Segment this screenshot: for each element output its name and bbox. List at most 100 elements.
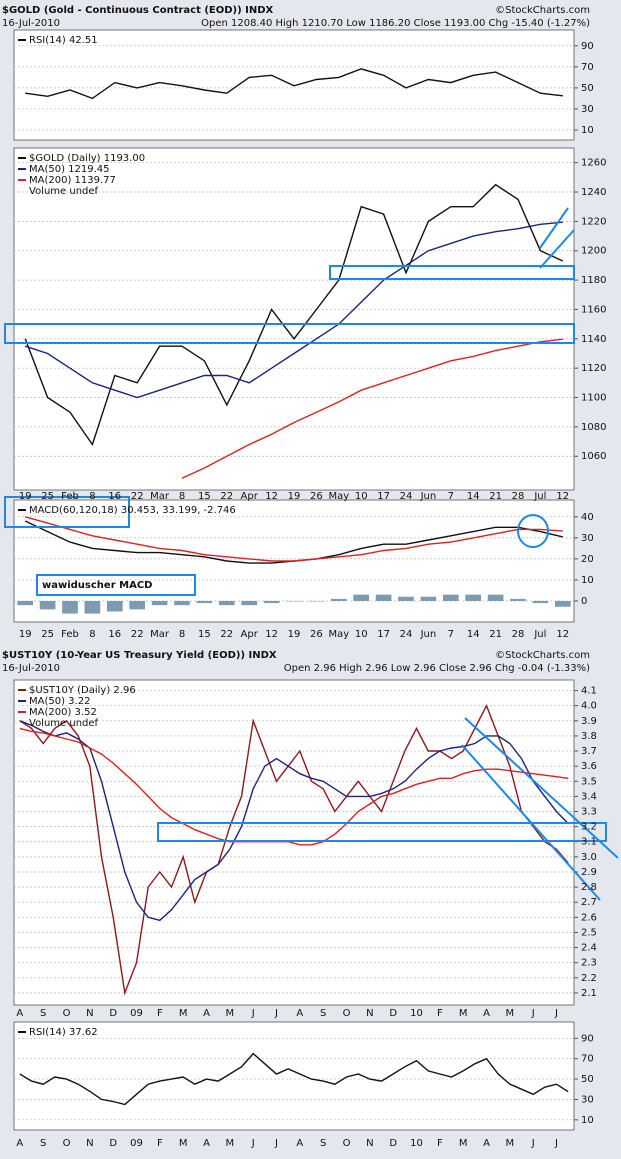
x-tick-label: 15 — [198, 629, 211, 640]
x-tick-label: N — [366, 1008, 373, 1019]
x-tick-label: 09 — [130, 1138, 143, 1149]
x-tick-label: A — [483, 1008, 490, 1019]
x-tick-label: O — [343, 1008, 351, 1019]
highlight-circle — [517, 514, 549, 548]
x-tick-label: M — [506, 1138, 515, 1149]
x-tick-label: 12 — [265, 629, 278, 640]
x-tick-label: 28 — [512, 491, 525, 502]
x-tick-label: 12 — [556, 491, 569, 502]
x-tick-label: May — [328, 491, 349, 502]
y-tick-label: 1180 — [581, 275, 606, 286]
x-tick-label: 28 — [512, 629, 525, 640]
series-line — [19, 720, 569, 922]
series-line — [25, 68, 563, 100]
x-tick-label: O — [63, 1138, 71, 1149]
y-tick-label: 20 — [581, 554, 594, 565]
x-tick-label: May — [328, 629, 349, 640]
panel — [13, 29, 575, 141]
legend-label: $GOLD (Daily) 1193.00 — [29, 153, 145, 164]
x-tick-label: 10 — [410, 1008, 423, 1019]
x-tick-label: A — [203, 1008, 210, 1019]
chart-quote: Open 1208.40 High 1210.70 Low 1186.20 Cl… — [201, 18, 590, 29]
highlight-box — [4, 496, 130, 528]
chart-quote: Open 2.96 High 2.96 Low 2.96 Close 2.96 … — [284, 663, 590, 674]
x-tick-label: Jul — [533, 629, 546, 640]
histogram-bar — [84, 600, 101, 614]
y-tick-label: 40 — [581, 512, 594, 523]
y-tick-label: 2.5 — [581, 927, 597, 938]
histogram-bar — [286, 600, 302, 602]
y-tick-label: 10 — [581, 575, 594, 586]
panel-title: RSI(14) 37.62 — [29, 1027, 98, 1038]
x-tick-label: 16 — [108, 491, 121, 502]
x-tick-label: 22 — [131, 491, 144, 502]
y-tick-label: 1080 — [581, 422, 606, 433]
x-tick-label: N — [86, 1138, 93, 1149]
y-tick-label: 1260 — [581, 158, 606, 169]
x-tick-label: Apr — [241, 629, 259, 640]
y-tick-label: 4.1 — [581, 686, 597, 697]
x-tick-label: Mar — [150, 629, 170, 640]
x-tick-label: 19 — [288, 491, 301, 502]
y-tick-label: 50 — [581, 1074, 594, 1085]
y-tick-label: 1120 — [581, 363, 606, 374]
x-tick-label: 21 — [489, 491, 502, 502]
x-tick-label: 19 — [19, 629, 32, 640]
histogram-bar — [39, 600, 56, 610]
x-tick-label: Jun — [420, 491, 437, 502]
x-tick-label: S — [320, 1138, 326, 1149]
x-tick-label: M — [459, 1008, 468, 1019]
x-tick-label: 26 — [310, 491, 323, 502]
x-tick-label: 22 — [220, 491, 233, 502]
histogram-bar — [218, 600, 235, 606]
x-tick-label: J — [274, 1138, 278, 1149]
y-tick-label: 3.1 — [581, 837, 597, 848]
x-tick-label: D — [389, 1138, 397, 1149]
support-box — [329, 265, 575, 280]
x-tick-label: J — [554, 1008, 558, 1019]
y-tick-label: 1220 — [581, 216, 606, 227]
x-tick-label: S — [40, 1008, 46, 1019]
y-tick-label: 2.7 — [581, 897, 597, 908]
y-tick-label: 3.4 — [581, 791, 597, 802]
annotation-box — [36, 574, 196, 596]
series-line — [19, 727, 569, 846]
x-tick-label: 8 — [179, 629, 185, 640]
x-tick-label: Feb — [61, 629, 79, 640]
x-tick-label: D — [389, 1008, 397, 1019]
x-tick-label: Jul — [533, 491, 546, 502]
x-tick-label: O — [63, 1008, 71, 1019]
y-tick-label: 2.3 — [581, 958, 597, 969]
x-tick-label: A — [296, 1138, 303, 1149]
chart-date: 16-Jul-2010 — [2, 18, 60, 29]
series-line — [24, 221, 563, 399]
x-tick-label: J — [251, 1008, 255, 1019]
x-tick-label: Mar — [150, 491, 170, 502]
legend-note: Volume undef — [29, 186, 99, 197]
x-tick-label: Jun — [420, 629, 437, 640]
y-tick-label: 3.5 — [581, 776, 597, 787]
legend-label: MA(200) 3.52 — [29, 707, 97, 718]
x-tick-label: 26 — [310, 629, 323, 640]
histogram-bar — [151, 600, 168, 606]
x-tick-label: Apr — [241, 491, 259, 502]
x-tick-label: 22 — [131, 629, 144, 640]
x-tick-label: M — [179, 1008, 188, 1019]
x-tick-label: Feb — [61, 491, 79, 502]
histogram-bar — [17, 600, 34, 606]
x-tick-label: 10 — [355, 491, 368, 502]
x-tick-label: O — [343, 1138, 351, 1149]
x-tick-label: 09 — [130, 1008, 143, 1019]
x-tick-label: 25 — [41, 629, 54, 640]
series-line — [19, 703, 569, 996]
x-tick-label: 8 — [179, 491, 185, 502]
panel — [13, 1021, 575, 1131]
x-tick-label: M — [459, 1138, 468, 1149]
y-tick-label: 3.3 — [581, 807, 597, 818]
chart-title: $UST10Y (10-Year US Treasury Yield (EOD)… — [2, 650, 277, 661]
histogram-bar — [532, 600, 549, 604]
chart-title: $GOLD (Gold - Continuous Contract (EOD))… — [2, 5, 274, 16]
y-tick-label: 1140 — [581, 334, 606, 345]
histogram-bar — [465, 594, 482, 601]
y-tick-label: 0 — [581, 596, 587, 607]
